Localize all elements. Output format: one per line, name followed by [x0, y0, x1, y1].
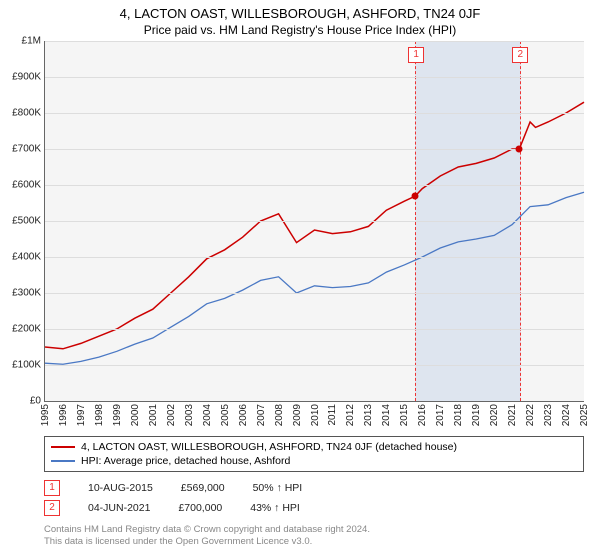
gridline: [45, 329, 584, 330]
x-axis-label: 2020: [489, 404, 500, 428]
sale-date: 04-JUN-2021: [88, 502, 150, 514]
x-axis-label: 2004: [202, 404, 213, 428]
x-axis-label: 2003: [184, 404, 195, 428]
x-axis-label: 2019: [471, 404, 482, 428]
sale-marker-label: 2: [512, 47, 528, 63]
sale-pct: 43% ↑ HPI: [250, 502, 300, 514]
chart-subtitle: Price paid vs. HM Land Registry's House …: [0, 21, 600, 41]
x-axis-label: 2011: [327, 404, 338, 428]
sale-price: £700,000: [178, 502, 222, 514]
y-axis-label: £700K: [12, 144, 45, 155]
gridline: [45, 221, 584, 222]
y-axis-label: £1M: [22, 36, 45, 47]
chart-plot-area: £0£100K£200K£300K£400K£500K£600K£700K£80…: [44, 41, 584, 402]
legend-label: 4, LACTON OAST, WILLESBOROUGH, ASHFORD, …: [81, 441, 457, 453]
chart-title: 4, LACTON OAST, WILLESBOROUGH, ASHFORD, …: [0, 0, 600, 21]
x-axis-label: 2015: [399, 404, 410, 428]
legend-swatch: [51, 446, 75, 448]
x-axis-label: 1998: [94, 404, 105, 428]
x-axis-label: 1999: [112, 404, 123, 428]
y-axis-label: £400K: [12, 252, 45, 263]
sale-marker-dot: [412, 193, 419, 200]
x-axis-label: 2025: [579, 404, 590, 428]
x-axis-label: 2007: [256, 404, 267, 428]
legend-swatch: [51, 460, 75, 462]
sale-index-box: 2: [44, 500, 60, 516]
y-axis-label: £800K: [12, 108, 45, 119]
x-axis-label: 2006: [238, 404, 249, 428]
gridline: [45, 41, 584, 42]
footer-line-2: This data is licensed under the Open Gov…: [44, 536, 584, 548]
footer-line-1: Contains HM Land Registry data © Crown c…: [44, 524, 584, 536]
x-axis-label: 2012: [345, 404, 356, 428]
sales-table: 1 10-AUG-2015 £569,000 50% ↑ HPI 2 04-JUN-202…: [44, 478, 584, 518]
gridline: [45, 113, 584, 114]
sale-row: 2 04-JUN-2021 £700,000 43% ↑ HPI: [44, 498, 584, 518]
x-axis-label: 2000: [130, 404, 141, 428]
x-axis-label: 2002: [166, 404, 177, 428]
sale-pct: 50% ↑ HPI: [253, 482, 303, 494]
legend-row: 4, LACTON OAST, WILLESBOROUGH, ASHFORD, …: [51, 440, 577, 454]
x-axis-label: 2021: [507, 404, 518, 428]
chart-container: 4, LACTON OAST, WILLESBOROUGH, ASHFORD, …: [0, 0, 600, 560]
gridline: [45, 185, 584, 186]
x-axis-label: 1997: [76, 404, 87, 428]
legend-label: HPI: Average price, detached house, Ashf…: [81, 455, 290, 467]
sale-date: 10-AUG-2015: [88, 482, 153, 494]
x-axis-label: 2013: [363, 404, 374, 428]
x-axis-label: 2010: [310, 404, 321, 428]
x-axis-label: 1995: [40, 404, 51, 428]
y-axis-label: £100K: [12, 360, 45, 371]
y-axis-label: £900K: [12, 72, 45, 83]
sale-index-box: 1: [44, 480, 60, 496]
gridline: [45, 77, 584, 78]
sale-row: 1 10-AUG-2015 £569,000 50% ↑ HPI: [44, 478, 584, 498]
x-axis-label: 2022: [525, 404, 536, 428]
y-axis-label: £500K: [12, 216, 45, 227]
x-axis-label: 2017: [435, 404, 446, 428]
x-axis-label: 2005: [220, 404, 231, 428]
series-line: [45, 102, 584, 349]
sale-price: £569,000: [181, 482, 225, 494]
x-axis-label: 2014: [381, 404, 392, 428]
x-axis-label: 2001: [148, 404, 159, 428]
x-axis-label: 2024: [561, 404, 572, 428]
x-axis-label: 2008: [274, 404, 285, 428]
gridline: [45, 149, 584, 150]
x-axis-label: 1996: [58, 404, 69, 428]
legend-row: HPI: Average price, detached house, Ashf…: [51, 454, 577, 468]
gridline: [45, 257, 584, 258]
x-axis-label: 2018: [453, 404, 464, 428]
gridline: [45, 365, 584, 366]
legend-box: 4, LACTON OAST, WILLESBOROUGH, ASHFORD, …: [44, 436, 584, 472]
y-axis-label: £600K: [12, 180, 45, 191]
y-axis-label: £200K: [12, 324, 45, 335]
series-line: [45, 192, 584, 364]
x-axis-label: 2009: [292, 404, 303, 428]
x-axis-label: 2016: [417, 404, 428, 428]
x-axis-label: 2023: [543, 404, 554, 428]
y-axis-label: £300K: [12, 288, 45, 299]
gridline: [45, 293, 584, 294]
footer-text: Contains HM Land Registry data © Crown c…: [44, 524, 584, 549]
sale-marker-dot: [516, 146, 523, 153]
sale-marker-label: 1: [408, 47, 424, 63]
